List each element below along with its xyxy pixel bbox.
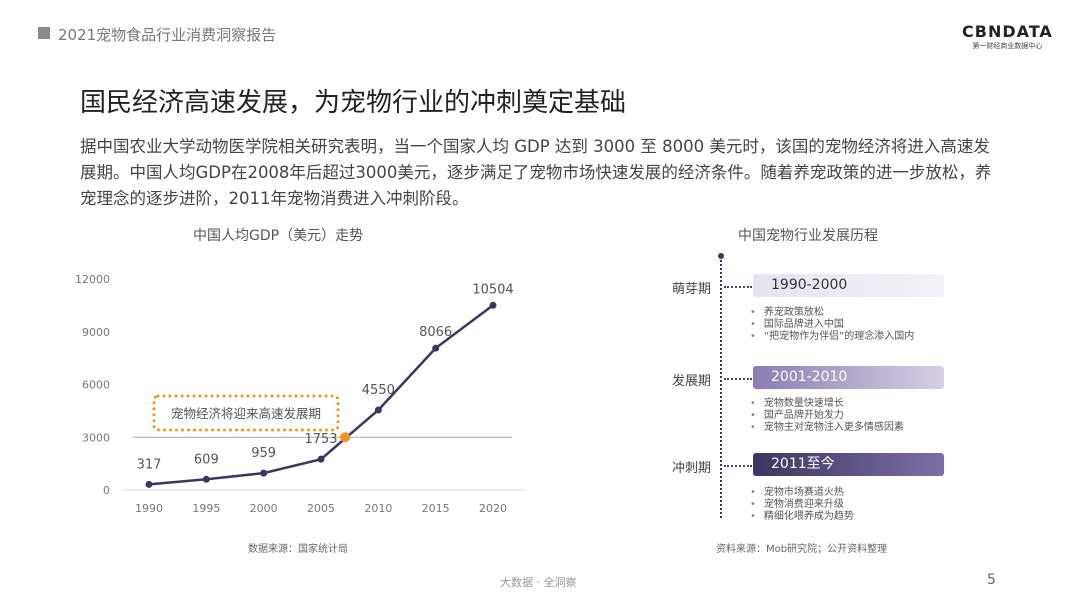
stage-period: 1990-2000 bbox=[753, 274, 944, 297]
chart-source: 数据来源：国家统计局 bbox=[248, 544, 348, 555]
data-label: 1753 bbox=[304, 432, 337, 447]
annotation-box bbox=[152, 394, 340, 432]
stage-label: 萌芽期 bbox=[672, 282, 712, 297]
x-tick-label: 1995 bbox=[192, 502, 220, 515]
gdp-line-chart: 0 3000 6000 9000 12000 1990 1995 2000 2005 2010 20… bbox=[75, 273, 526, 515]
data-label: 8066 bbox=[419, 325, 452, 340]
data-point bbox=[317, 455, 325, 463]
timeline-start-dot bbox=[718, 253, 724, 259]
connector bbox=[724, 378, 752, 380]
data-label: 317 bbox=[137, 457, 162, 472]
stage-item: 宠物市场赛道火热 bbox=[750, 487, 854, 499]
stage-items: 养宠政策放松 国际品牌进入中国 “把宠物作为伴侣”的理念渗入国内 bbox=[750, 307, 914, 343]
stage-items: 宠物数量快速增长 国产品牌开始发力 宠物主对宠物注入更多情感因素 bbox=[750, 398, 904, 434]
connector bbox=[724, 465, 752, 467]
timeline-source: 资料来源：Mob研究院；公开资料整理 bbox=[716, 544, 888, 555]
stage-item: 国产品牌开始发力 bbox=[750, 410, 904, 422]
connector bbox=[724, 286, 752, 288]
y-tick-label: 9000 bbox=[82, 326, 110, 339]
timeline-title: 中国宠物行业发展历程 bbox=[738, 228, 878, 244]
x-tick-label: 2015 bbox=[422, 502, 450, 515]
data-point bbox=[432, 344, 440, 352]
stage-item: 宠物数量快速增长 bbox=[750, 398, 904, 410]
data-label: 10504 bbox=[472, 282, 513, 297]
header-square-icon bbox=[38, 27, 50, 39]
timeline-axis bbox=[720, 260, 722, 518]
stage-label: 冲刺期 bbox=[672, 461, 712, 476]
stage-item: 精细化喂养成为趋势 bbox=[750, 511, 854, 523]
x-tick-label: 2010 bbox=[364, 502, 392, 515]
y-tick-label: 6000 bbox=[82, 379, 110, 392]
data-point bbox=[489, 301, 497, 309]
threshold-crossing-point bbox=[340, 432, 351, 443]
stage-item: “把宠物作为伴侣”的理念渗入国内 bbox=[750, 331, 914, 343]
annotation-text: 宠物经济将迎来高速发展期 bbox=[171, 406, 321, 421]
report-title: 2021宠物食品行业消费洞察报告 bbox=[58, 26, 277, 44]
stage-items: 宠物市场赛道火热 宠物消费迎来升级 精细化喂养成为趋势 bbox=[750, 487, 854, 523]
chart-title: 中国人均GDP（美元）走势 bbox=[193, 228, 364, 244]
data-point bbox=[260, 469, 268, 477]
x-tick-label: 2020 bbox=[479, 502, 507, 515]
logo-main: CBNDATA bbox=[962, 22, 1053, 41]
y-tick-label: 3000 bbox=[82, 431, 110, 444]
data-point bbox=[145, 480, 153, 488]
y-tick-label: 12000 bbox=[75, 273, 110, 286]
stage-period: 2001-2010 bbox=[753, 366, 944, 389]
stage-item: 宠物主对宠物注入更多情感因素 bbox=[750, 422, 904, 434]
page-number: 5 bbox=[987, 572, 996, 588]
y-tick-label: 0 bbox=[103, 484, 110, 497]
footer-text: 大数据 · 全洞察 bbox=[500, 576, 577, 589]
stage-item: 国际品牌进入中国 bbox=[750, 319, 914, 331]
description: 据中国农业大学动物医学院相关研究表明，当一个国家人均 GDP 达到 3000 至… bbox=[80, 137, 992, 208]
logo-sub: 第一财经商业数据中心 bbox=[972, 42, 1043, 50]
page-title: 国民经济高速发展，为宠物行业的冲刺奠定基础 bbox=[80, 88, 627, 118]
x-tick-label: 2005 bbox=[307, 502, 335, 515]
cbndata-logo: CBNDATA 第一财经商业数据中心 bbox=[962, 22, 1053, 51]
data-label: 959 bbox=[251, 446, 276, 461]
x-tick-label: 1990 bbox=[135, 502, 163, 515]
stage-label: 发展期 bbox=[672, 374, 712, 389]
stage-period: 2011至今 bbox=[753, 453, 944, 476]
data-label: 609 bbox=[194, 452, 219, 467]
x-tick-label: 2000 bbox=[250, 502, 278, 515]
stage-item: 养宠政策放松 bbox=[750, 307, 914, 319]
stage-item: 宠物消费迎来升级 bbox=[750, 499, 854, 511]
data-point bbox=[374, 406, 382, 414]
data-point bbox=[202, 475, 210, 483]
data-label: 4550 bbox=[362, 383, 395, 398]
